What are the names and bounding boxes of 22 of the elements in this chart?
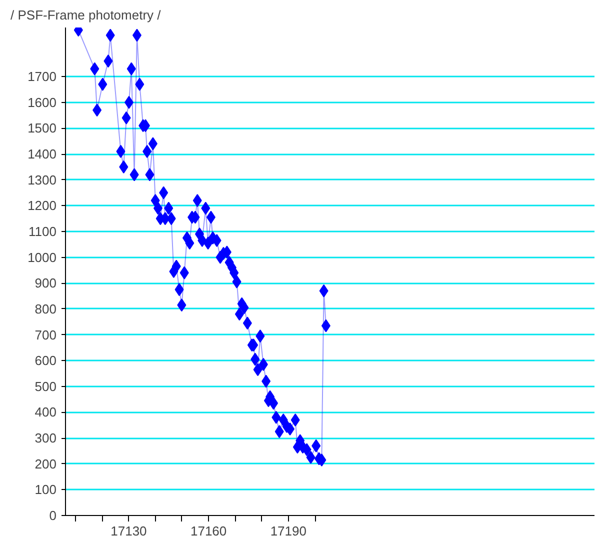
y-tick-label: 600: [34, 353, 57, 368]
x-tick-label: 17160: [190, 524, 227, 538]
y-tick-label: 1700: [28, 69, 56, 84]
x-tick-label: 17190: [270, 524, 306, 538]
y-tick-label: 400: [34, 404, 57, 420]
y-tick-label: 1400: [28, 146, 56, 162]
y-tick-label: 1100: [28, 224, 57, 239]
y-tick-label: 100: [34, 482, 57, 498]
y-tick-label: 1000: [28, 250, 56, 265]
y-tick-label: 800: [34, 301, 57, 316]
y-tick-label: 1600: [28, 94, 56, 110]
y-tick-label: 700: [34, 327, 57, 342]
y-tick-label: 0: [49, 508, 57, 523]
y-tick-label: 200: [34, 456, 57, 472]
y-tick-label: 1200: [28, 198, 56, 214]
y-tick-label: 1300: [28, 172, 56, 188]
chart-title: / PSF-Frame photometry /: [10, 8, 162, 22]
y-tick-label: 1500: [28, 120, 56, 136]
y-tick-label: 500: [34, 378, 57, 394]
y-tick-label: 900: [34, 276, 57, 291]
y-tick-label: 300: [34, 430, 57, 446]
x-tick-label: 17130: [110, 524, 147, 538]
